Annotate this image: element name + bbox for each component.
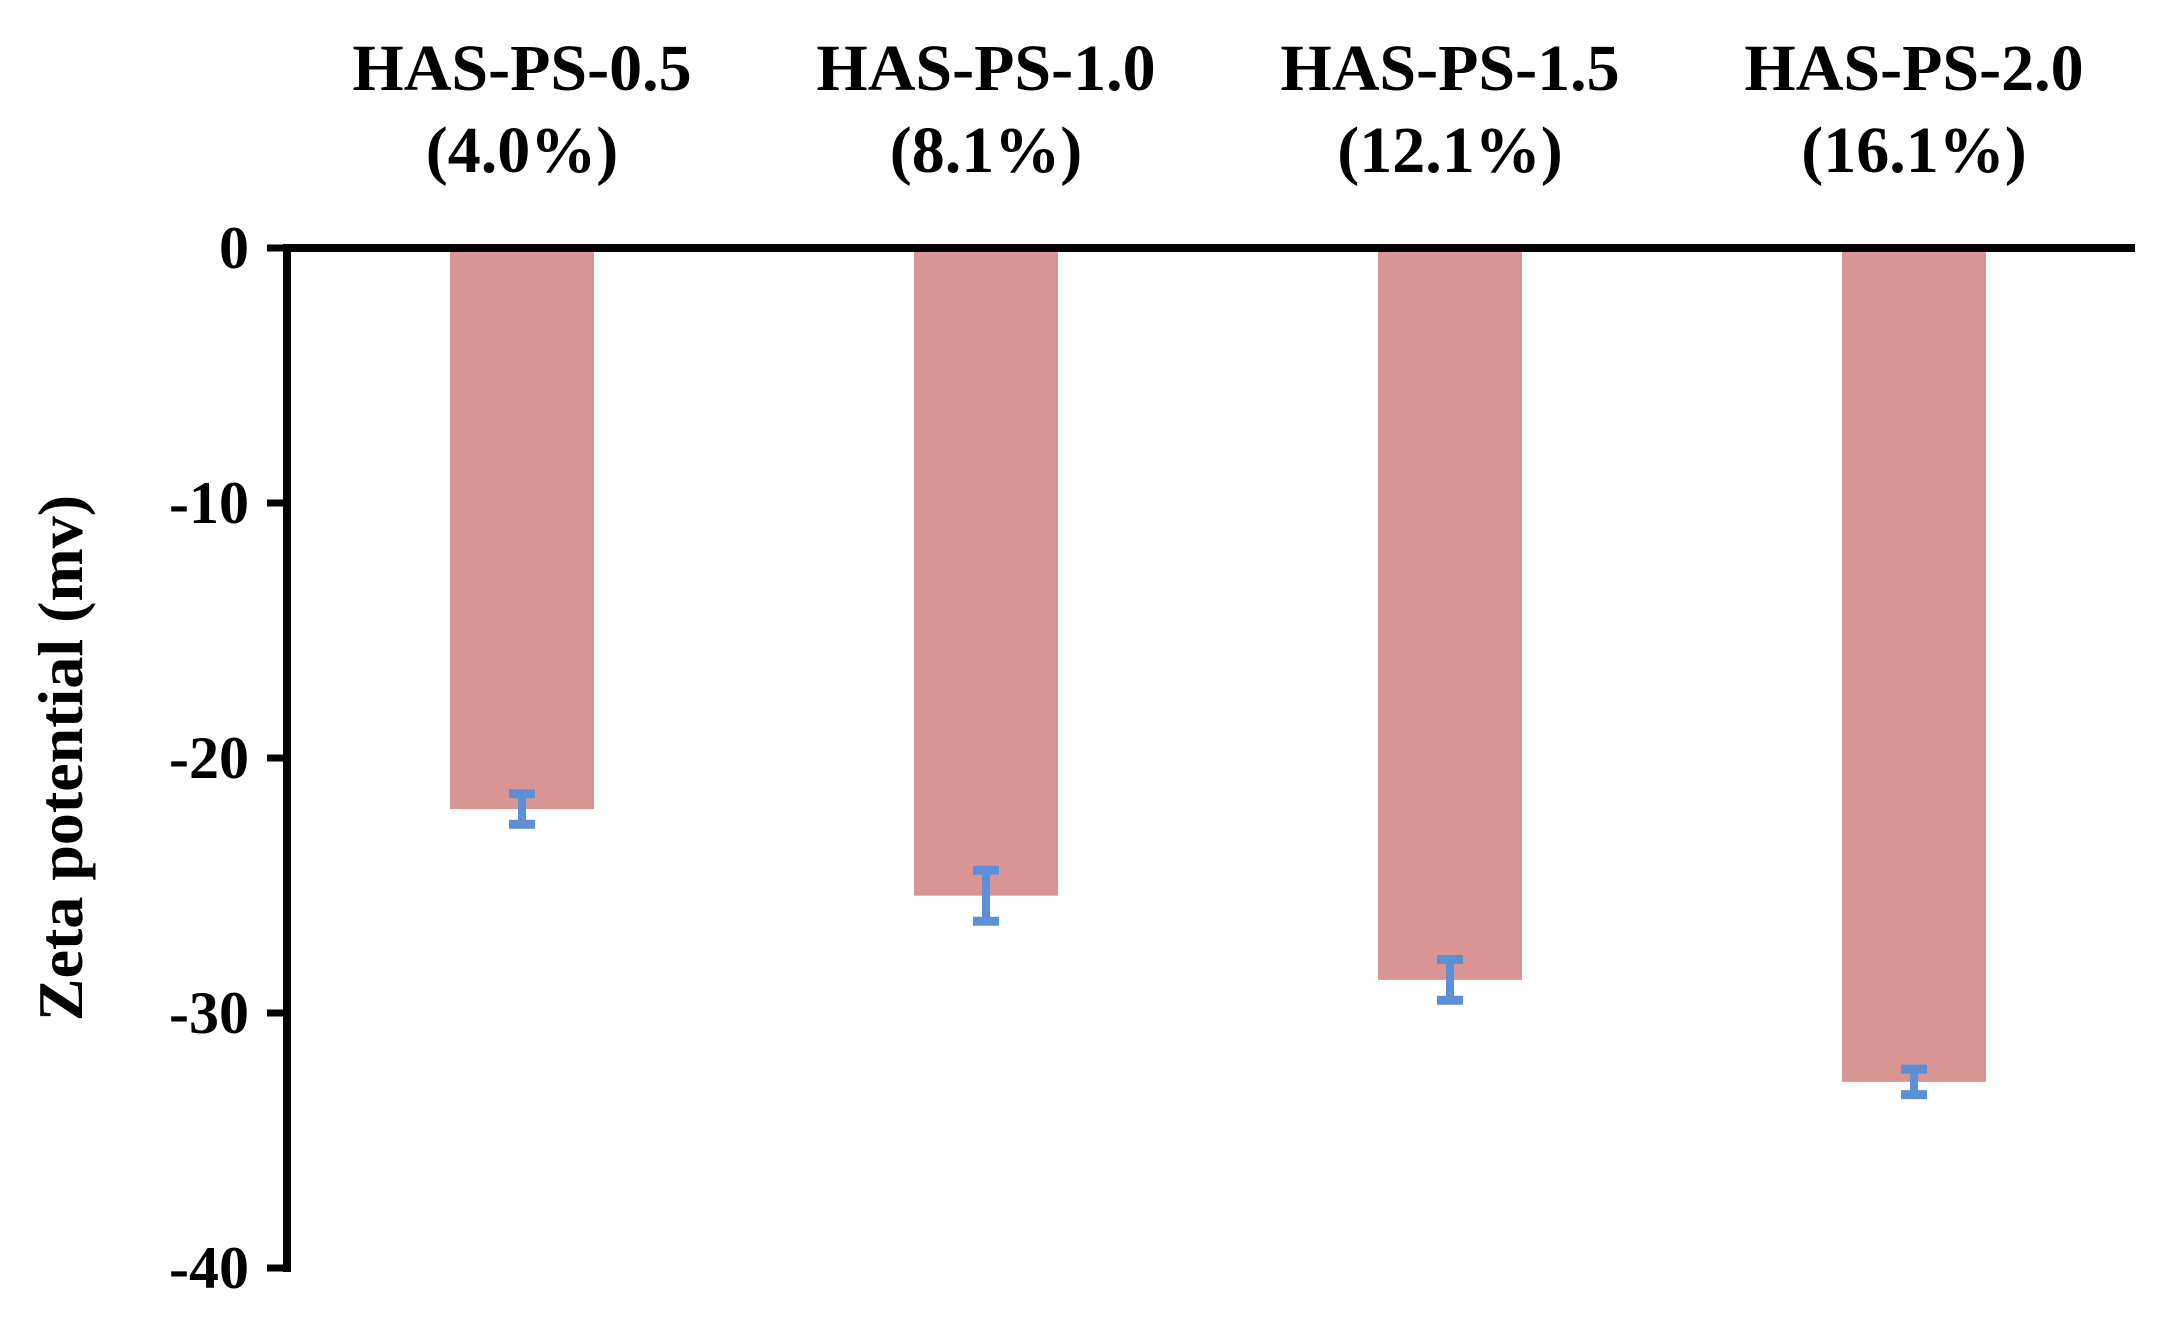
- error-bar: [509, 789, 535, 829]
- category-label: HAS-PS-2.0 (16.1%): [1744, 32, 2083, 187]
- category-label: HAS-PS-1.5 (12.1%): [1280, 32, 1619, 187]
- category-label: HAS-PS-0.5 (4.0%): [352, 32, 691, 187]
- bar: [1378, 248, 1522, 980]
- y-tick-label: -10: [169, 470, 249, 536]
- y-tick-label: -30: [169, 980, 249, 1046]
- y-tick-label: -20: [169, 725, 249, 791]
- category-labels: HAS-PS-0.5 (4.0%) HAS-PS-1.0 (8.1%) HAS-PS-1…: [352, 32, 2083, 187]
- y-tick-label: -40: [169, 1235, 249, 1301]
- y-ticks: 0 -10 -20 -30 -40: [169, 215, 287, 1301]
- error-bar: [973, 865, 999, 926]
- bar: [1842, 248, 1986, 1082]
- y-axis-title: Zeta potential (mv): [25, 495, 96, 1021]
- bars: [450, 248, 1986, 1082]
- y-tick-label: 0: [219, 215, 249, 281]
- bar: [914, 248, 1058, 896]
- error-bar: [1901, 1064, 1927, 1100]
- error-bars: [509, 789, 1927, 1100]
- category-label: HAS-PS-1.0 (8.1%): [816, 32, 1155, 187]
- error-bar: [1437, 954, 1463, 1005]
- bar: [450, 248, 594, 809]
